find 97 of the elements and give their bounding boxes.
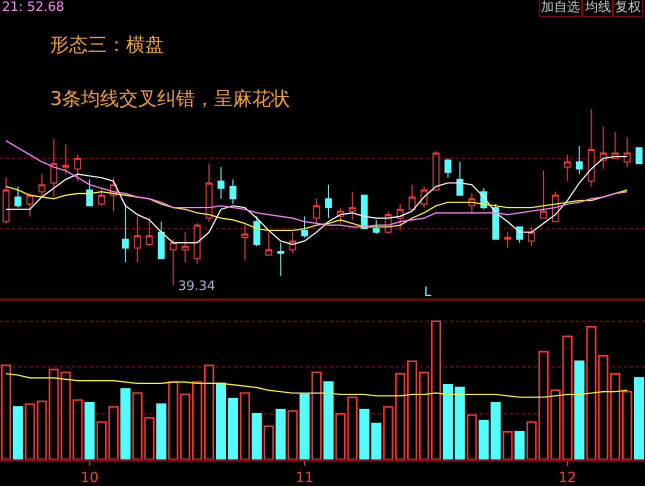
candlestick xyxy=(564,154,571,182)
text: 加自选 xyxy=(541,0,580,15)
bar xyxy=(12,406,23,460)
bar xyxy=(204,364,214,460)
candlestick xyxy=(265,232,272,256)
bar xyxy=(407,360,418,460)
bar xyxy=(418,372,430,460)
x-tick-label: 12 xyxy=(558,470,576,486)
candlestick xyxy=(528,226,535,247)
candlestick xyxy=(26,193,34,217)
bar xyxy=(538,350,549,460)
bar xyxy=(252,413,262,460)
candlestick xyxy=(170,238,177,286)
bar xyxy=(454,386,465,460)
candlestick xyxy=(456,161,464,196)
candlestick xyxy=(98,188,105,206)
bar xyxy=(347,396,358,460)
bar xyxy=(84,402,95,460)
bar xyxy=(264,425,274,460)
text: L xyxy=(424,285,432,300)
bar xyxy=(192,381,202,460)
candlestick xyxy=(624,136,631,168)
x-tick-label: 10 xyxy=(80,470,98,486)
bar xyxy=(395,372,406,460)
bar xyxy=(574,360,584,460)
bar xyxy=(228,398,238,460)
candlestick xyxy=(14,186,22,208)
candlestick xyxy=(325,184,332,219)
candlestick xyxy=(74,154,82,182)
candlestick xyxy=(277,242,284,277)
bar xyxy=(634,377,644,460)
x-tick-label: 11 xyxy=(296,470,314,486)
candlestick xyxy=(504,232,512,249)
candlestick xyxy=(408,184,416,212)
bar xyxy=(216,382,226,460)
bar xyxy=(502,430,513,460)
candlestick xyxy=(600,126,607,170)
bar xyxy=(240,392,250,460)
candlestick xyxy=(62,144,70,175)
bar xyxy=(276,408,286,460)
bar xyxy=(562,336,572,460)
chart-title: 形态三：横盘 xyxy=(50,34,164,56)
candlestick xyxy=(588,108,595,187)
candlestick xyxy=(432,150,440,190)
candlestick xyxy=(218,166,224,200)
candlestick xyxy=(540,170,547,219)
bar xyxy=(466,414,477,460)
candlestick xyxy=(253,216,260,247)
bar xyxy=(24,403,35,460)
candlestick xyxy=(372,219,380,234)
candlestick xyxy=(86,178,94,206)
candlestick xyxy=(2,177,10,224)
candlestick xyxy=(182,232,189,263)
candlestick xyxy=(241,224,248,261)
bar xyxy=(180,394,190,460)
bar xyxy=(514,430,525,460)
text: 均线 xyxy=(584,0,611,15)
bar xyxy=(430,320,442,460)
candlestick xyxy=(396,204,404,231)
candlestick xyxy=(576,146,583,175)
bar xyxy=(323,381,334,460)
candlestick xyxy=(194,222,201,264)
candlestick xyxy=(146,218,153,247)
annotation: 39.34 xyxy=(178,279,216,294)
bar xyxy=(526,421,537,460)
bar xyxy=(72,399,83,460)
candlestick xyxy=(158,221,165,260)
candlestick xyxy=(313,198,320,224)
bar xyxy=(108,406,119,460)
candlestick xyxy=(38,174,46,198)
candlestick xyxy=(301,216,308,238)
candlestick xyxy=(229,178,236,205)
bar xyxy=(610,372,620,460)
candlestick xyxy=(636,147,642,164)
bar xyxy=(168,381,178,460)
bar xyxy=(120,388,130,460)
text: 复权 xyxy=(615,0,641,15)
bar xyxy=(383,406,394,460)
candlestick xyxy=(50,138,58,198)
bar xyxy=(288,410,298,460)
bar xyxy=(442,384,453,460)
bar xyxy=(132,392,142,460)
candlestick xyxy=(348,191,356,220)
candlestick xyxy=(444,158,452,178)
bar xyxy=(156,403,166,460)
chart-subtitle: 3条均线交叉纠错，呈麻花状 xyxy=(50,88,290,110)
bar xyxy=(622,390,632,460)
bar xyxy=(300,394,310,460)
bar xyxy=(96,421,107,460)
text: 21: 52.68 xyxy=(2,0,64,15)
candlestick xyxy=(206,163,212,222)
bar xyxy=(144,417,154,460)
candlestick xyxy=(134,216,141,263)
bar xyxy=(550,390,560,460)
candlestick xyxy=(122,204,129,263)
bar xyxy=(311,372,322,460)
bar xyxy=(335,413,346,460)
